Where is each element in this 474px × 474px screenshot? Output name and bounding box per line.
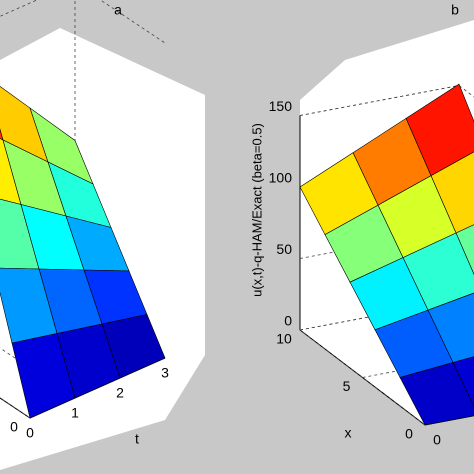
- x-tick-label: 0: [405, 426, 413, 442]
- axis-label: t: [135, 431, 139, 447]
- z-tick-label: 150: [269, 98, 293, 114]
- surface-patch: [399, 362, 474, 426]
- panel-b: [299, 20, 474, 426]
- z-tick-label: 0: [284, 313, 292, 329]
- panel-title: a: [114, 2, 122, 18]
- grid-line: [299, 85, 460, 116]
- panel-title: b: [451, 2, 459, 18]
- t-tick-label: 0: [26, 425, 34, 441]
- panel-a: [0, 0, 205, 470]
- t-tick-label: 3: [161, 365, 169, 381]
- t-tick-label: 0: [433, 432, 441, 448]
- z-tick-label: 50: [276, 241, 292, 257]
- z-tick-label: 100: [269, 170, 293, 186]
- surface-patch: [11, 333, 76, 419]
- axis-label: u(x,t)-q-HAM/Exact (beta=0.5): [249, 123, 264, 297]
- x-tick-label: 10: [276, 331, 292, 347]
- x-tick-label: 5: [343, 378, 351, 394]
- axis-label: x: [345, 425, 352, 441]
- t-tick-label: 2: [116, 385, 124, 401]
- x-tick-label: 0: [10, 419, 18, 435]
- grid-line: [0, 397, 31, 419]
- t-tick-label: 1: [71, 405, 79, 421]
